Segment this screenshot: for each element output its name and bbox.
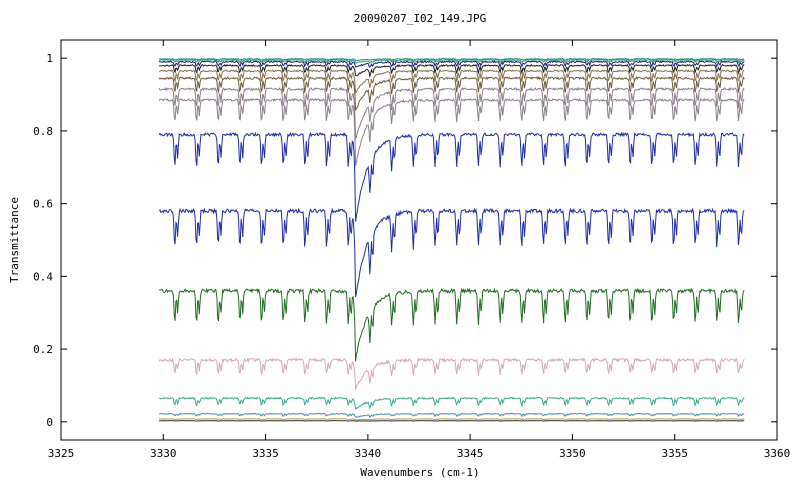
series-line [158, 60, 745, 69]
series-line [158, 97, 745, 167]
series-line [158, 287, 745, 362]
x-tick-label: 3335 [252, 447, 279, 460]
x-tick-label: 3360 [764, 447, 791, 460]
x-axis-title: Wavenumbers (cm-1) [360, 466, 479, 479]
x-tick-label: 3355 [661, 447, 688, 460]
y-tick-label: 0.8 [33, 125, 53, 138]
series-layer [158, 57, 745, 422]
series-line [159, 418, 745, 421]
y-tick-label: 1 [46, 52, 53, 65]
y-tick-label: 0.4 [33, 270, 53, 283]
chart-title: 20090207_I02_149.JPG [354, 12, 486, 25]
plot-frame [60, 39, 778, 441]
y-axis-title: Transmittance [8, 197, 21, 283]
y-tick-label: 0 [46, 416, 53, 429]
x-tick-label: 3330 [150, 447, 177, 460]
series-line [158, 131, 745, 222]
series-line [158, 357, 745, 390]
series-line [159, 396, 745, 410]
x-axis: 3325 3330 3335 3340 3345 3350 3355 3360 [48, 40, 791, 460]
series-line [159, 57, 745, 62]
x-tick-label: 3325 [48, 447, 75, 460]
series-line [159, 412, 745, 418]
series-line [158, 86, 745, 140]
series-line [158, 207, 745, 298]
y-axis: 0 0.2 0.4 0.6 0.8 1 [33, 52, 777, 429]
series-line [159, 59, 745, 64]
x-tick-label: 3345 [457, 447, 484, 460]
y-tick-label: 0.6 [33, 198, 53, 211]
y-tick-label: 0.2 [33, 343, 53, 356]
x-tick-label: 3340 [355, 447, 382, 460]
series-line [159, 69, 745, 95]
series-line [159, 63, 745, 79]
series-line [158, 75, 745, 111]
series-line [159, 420, 745, 422]
x-tick-label: 3350 [559, 447, 586, 460]
